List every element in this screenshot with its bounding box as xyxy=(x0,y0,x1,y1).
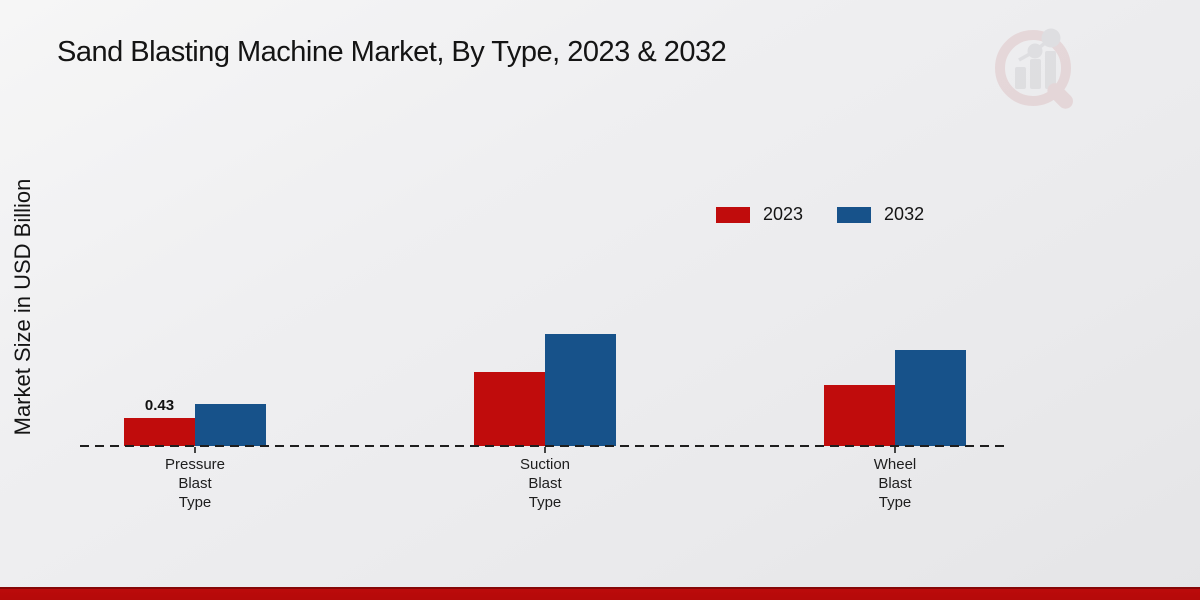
bar-2032-pressure-blast-type xyxy=(195,404,266,446)
category-label-wheel-blast-type: Wheel Blast Type xyxy=(873,456,917,511)
chart-title: Sand Blasting Machine Market, By Type, 2… xyxy=(57,36,727,68)
bar-2032-wheel-blast-type xyxy=(895,350,966,446)
x-axis-dashed-line xyxy=(80,445,1008,447)
legend-item-2032[interactable]: 2032 xyxy=(837,204,924,225)
legend-swatch-2023 xyxy=(716,206,750,223)
bar-2023-wheel-blast-type xyxy=(824,385,895,446)
legend-item-2023[interactable]: 2023 xyxy=(716,204,803,225)
bar-2023-suction-blast-type xyxy=(474,372,545,446)
chart-legend: 2023 2032 xyxy=(716,204,924,225)
x-axis-tick xyxy=(894,447,896,453)
x-axis-tick xyxy=(544,447,546,453)
category-label-suction-blast-type: Suction Blast Type xyxy=(519,456,571,511)
category-label-pressure-blast-type: Pressure Blast Type xyxy=(164,456,226,511)
bar-2023-pressure-blast-type xyxy=(124,418,195,446)
bar-value-label: 0.43 xyxy=(144,397,175,414)
legend-label: 2023 xyxy=(763,204,804,224)
market-research-logo-icon xyxy=(995,28,1073,109)
legend-label: 2032 xyxy=(884,204,925,224)
x-axis-tick xyxy=(194,447,196,453)
bar-2032-suction-blast-type xyxy=(545,334,616,446)
legend-swatch-2032 xyxy=(837,206,872,223)
footer-stripe xyxy=(0,587,1200,600)
